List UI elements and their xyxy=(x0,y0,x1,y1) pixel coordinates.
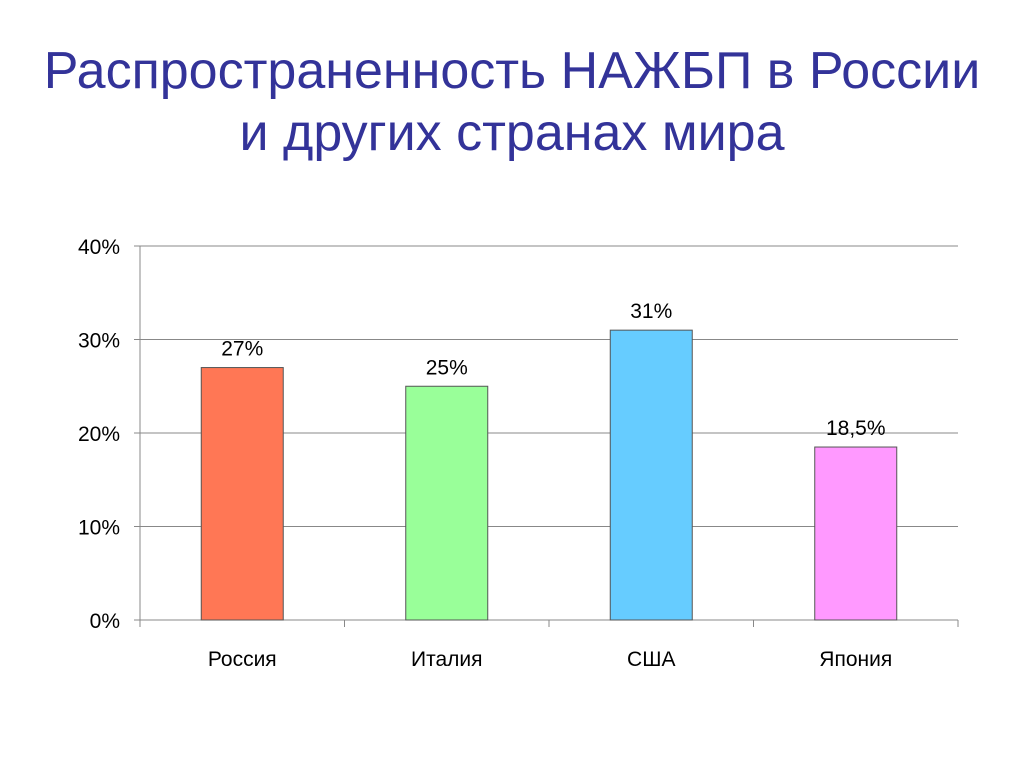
slide-title: Распространенность НАЖБП в России и друг… xyxy=(43,42,981,162)
y-tick-label: 40% xyxy=(78,236,120,259)
y-tick-label: 20% xyxy=(78,423,120,446)
x-tick-label: США xyxy=(627,648,675,671)
bar-2 xyxy=(405,385,489,621)
data-label: 18,5% xyxy=(826,417,886,440)
data-label: 27% xyxy=(221,338,263,361)
x-tick-label: Япония xyxy=(819,648,892,671)
x-tick-labels: Россия Италия США Япония xyxy=(208,648,892,671)
bar-3 xyxy=(609,329,693,621)
y-tick-label: 10% xyxy=(78,517,120,540)
y-tick-label: 0% xyxy=(90,610,120,633)
bars xyxy=(200,329,898,621)
data-label: 31% xyxy=(630,300,672,323)
data-labels: 27% 25% 31% 18,5% xyxy=(221,300,885,440)
y-tick-label: 30% xyxy=(78,330,120,353)
x-tick-label: Италия xyxy=(411,648,483,671)
data-label: 25% xyxy=(426,356,468,379)
x-tick-label: Россия xyxy=(208,648,277,671)
y-tick-labels: 0% 10% 20% 30% 40% xyxy=(78,236,120,633)
bar-1 xyxy=(200,367,284,621)
bar-4 xyxy=(814,446,898,621)
